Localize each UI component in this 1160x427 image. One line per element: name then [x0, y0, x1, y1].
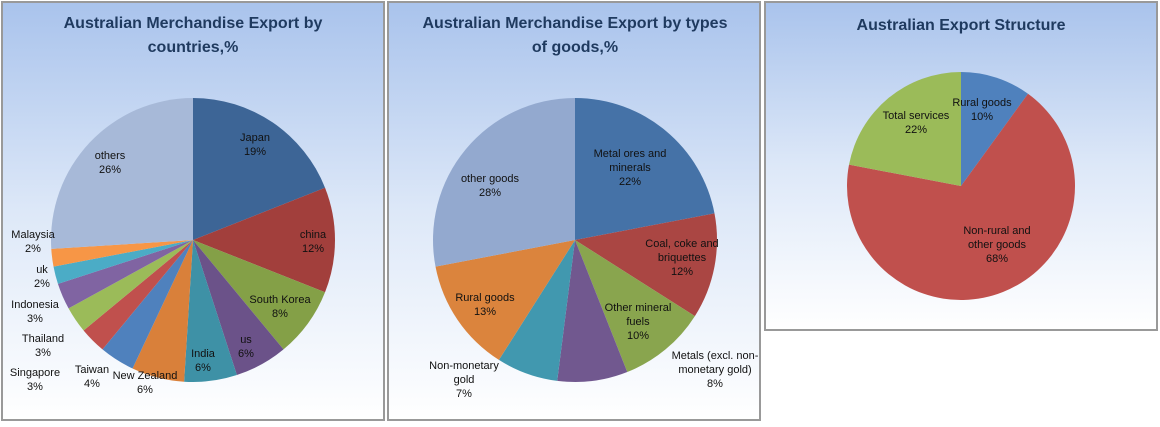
slice-label: china 12%	[300, 228, 326, 256]
slice-label: South Korea 8%	[249, 293, 310, 321]
value-label: 6%	[238, 348, 254, 360]
value-label: 3%	[27, 313, 43, 325]
value-label: 26%	[98, 164, 121, 176]
pie-slice	[193, 98, 326, 240]
chart-title: Australian Export Structure	[856, 17, 1066, 34]
pie-slice	[51, 240, 193, 267]
category-label: Japan	[240, 132, 270, 144]
value-label: 6%	[137, 384, 153, 396]
slice-label: Coal, coke and briquettes 12%	[637, 237, 727, 279]
slice-label: other goods 28%	[461, 172, 519, 200]
chart-title: Australian Merchandise Export by countri…	[63, 15, 323, 56]
slice-label: New Zealand 6%	[113, 369, 178, 397]
pie-slice	[193, 240, 326, 350]
value-label: 2%	[25, 243, 41, 255]
pie-slice	[51, 98, 193, 249]
slice-label: Singapore 3%	[10, 366, 60, 394]
value-label: 6%	[195, 362, 211, 374]
slice-label: Total services 22%	[883, 109, 950, 137]
pie-slice	[193, 187, 335, 293]
pie-slice	[184, 240, 237, 382]
value-label: 12%	[301, 243, 324, 255]
pie-slice	[498, 240, 575, 381]
pie-slice	[132, 240, 193, 382]
pie-slice	[57, 240, 193, 309]
category-label: Singapore	[9, 367, 61, 379]
category-label: South Korea	[249, 294, 311, 306]
pie-slice	[432, 98, 575, 267]
slice-label: Metal ores and minerals 22%	[585, 147, 675, 189]
category-label: Non-monetary gold	[429, 360, 499, 386]
slice-label: Japan 19%	[240, 131, 270, 159]
category-label: us	[240, 334, 252, 346]
slice-label: Non-rural and other goods 68%	[957, 224, 1037, 266]
category-label: Total services	[882, 110, 950, 122]
value-label: 19%	[243, 146, 266, 158]
pie-slice	[193, 240, 284, 376]
slice-label: Non-monetary gold 7%	[419, 359, 509, 401]
value-label: 2%	[34, 278, 50, 290]
slice-label: Rural goods 10%	[952, 96, 1011, 124]
value-label: 3%	[27, 381, 43, 393]
category-label: others	[94, 150, 126, 162]
slice-label: us 6%	[238, 333, 254, 361]
pie-slice	[961, 72, 1029, 186]
pie-slice	[435, 240, 575, 360]
value-label: 10%	[626, 330, 650, 342]
category-label: Metal ores and minerals	[593, 148, 667, 174]
category-label: Taiwan	[74, 364, 110, 376]
value-label: 13%	[473, 306, 496, 318]
value-label: 8%	[707, 378, 723, 390]
value-label: 12%	[670, 266, 694, 278]
category-label: New Zealand	[112, 370, 178, 382]
value-label: 7%	[456, 388, 472, 400]
category-label: china	[299, 229, 327, 241]
slice-label: India 6%	[191, 347, 215, 375]
category-label: Other mineral fuels	[604, 302, 672, 328]
pie-slice	[575, 213, 717, 317]
slice-label: Indonesia 3%	[11, 298, 59, 326]
pie-slice	[575, 98, 715, 240]
pie-slice	[102, 240, 193, 369]
pie-slice	[83, 240, 193, 350]
value-label: 10%	[970, 111, 993, 123]
slice-label: others 26%	[95, 149, 126, 177]
category-label: uk	[36, 264, 48, 276]
slice-label: Other mineral fuels 10%	[593, 301, 683, 343]
category-label: Metals (excl. non-monetary gold)	[671, 350, 759, 376]
slice-label: Thailand 3%	[22, 332, 64, 360]
value-label: 28%	[478, 187, 501, 199]
pie-slice	[575, 240, 695, 373]
category-label: Malaysia	[11, 229, 55, 241]
pie-slice	[557, 240, 628, 382]
pie-slice	[68, 240, 193, 331]
slice-label: uk 2%	[34, 263, 50, 291]
value-label: 22%	[618, 176, 642, 188]
category-label: Rural goods	[455, 292, 515, 304]
category-label: Non-rural and other goods	[963, 225, 1031, 251]
value-label: 8%	[272, 308, 288, 320]
value-label: 3%	[35, 347, 51, 359]
value-label: 4%	[84, 378, 100, 390]
pie-slice	[846, 93, 1075, 300]
slice-label: Metals (excl. non-monetary gold) 8%	[670, 349, 760, 391]
slice-label: Rural goods 13%	[455, 291, 514, 319]
slice-label: Taiwan 4%	[75, 363, 109, 391]
value-label: 22%	[904, 124, 927, 136]
category-label: Indonesia	[11, 299, 59, 311]
slice-label: Malaysia 2%	[11, 228, 54, 256]
chart-title: Australian Merchandise Export by types o…	[422, 15, 728, 56]
category-label: other goods	[460, 173, 520, 185]
value-label: 68%	[985, 253, 1009, 265]
category-label: Thailand	[21, 333, 65, 345]
pie-slice	[53, 240, 193, 284]
category-label: Rural goods	[952, 97, 1012, 109]
pie-slice	[849, 72, 961, 186]
category-label: India	[191, 348, 215, 360]
category-label: Coal, coke and briquettes	[645, 238, 719, 264]
